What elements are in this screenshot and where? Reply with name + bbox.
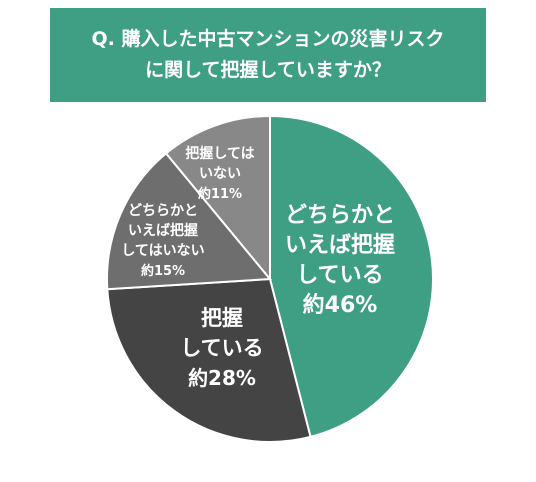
pie-slice-2 xyxy=(106,277,312,443)
chart-title-line-2: に関して把握していますか？ xyxy=(145,59,391,81)
slice-label-1: どちらかといえば把握している約46% xyxy=(285,203,395,318)
pie-slice-4 xyxy=(164,114,271,282)
chart-title-banner: Q. 購入した中古マンションの災害リスク に関して把握していますか？ xyxy=(50,8,486,102)
chart-title-line-1: Q. 購入した中古マンションの災害リスク xyxy=(91,28,445,50)
slice-value-2: 約28% xyxy=(188,366,256,390)
slice-label-3: どちらかといえば把握してはいない約15% xyxy=(121,203,204,279)
pie-slice-1 xyxy=(269,114,434,439)
slice-label-4: 把握してはいない約11% xyxy=(185,145,254,202)
slice-label-2: 把握している約28% xyxy=(180,306,263,390)
pie-slice-3 xyxy=(105,152,273,291)
slice-value-4: 約11% xyxy=(198,186,242,202)
slice-value-1: 約46% xyxy=(303,292,378,318)
slice-value-3: 約15% xyxy=(141,263,185,279)
